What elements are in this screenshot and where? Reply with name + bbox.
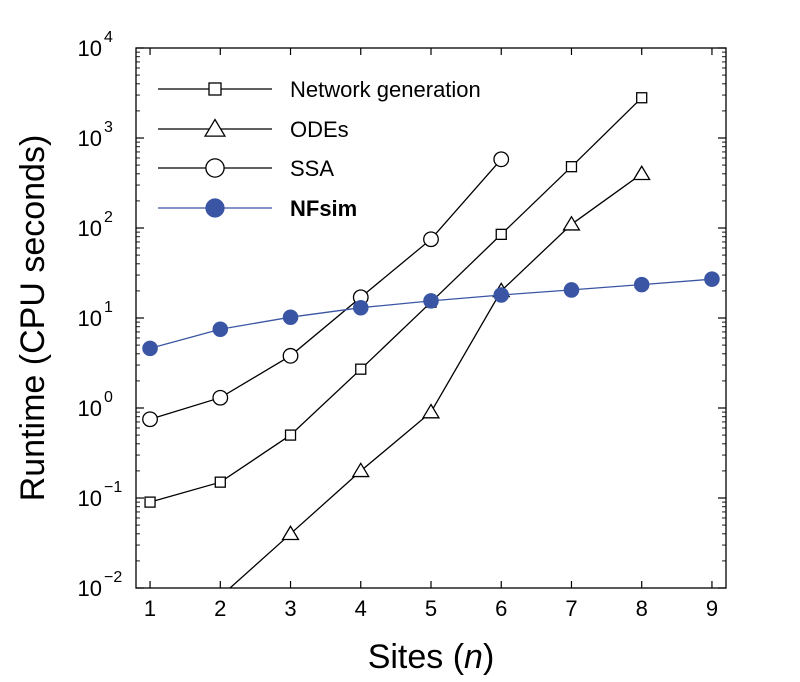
- legend: Network generation ODEs SSA NFsim: [158, 77, 481, 221]
- data-point-nfsim: [212, 321, 229, 338]
- data-point-network-generation: [565, 161, 578, 173]
- legend-marker-odes: [203, 118, 227, 137]
- legend-marker-nfsim: [205, 198, 225, 218]
- data-point-network-generation: [284, 429, 297, 441]
- y-tick-label: 10: [78, 216, 102, 241]
- y-tick-exponent: 0: [104, 389, 113, 406]
- legend-label-odes: ODEs: [290, 117, 349, 142]
- data-point-odes: [562, 215, 581, 231]
- data-point-ssa: [423, 231, 439, 248]
- series-network-generation: [144, 92, 648, 508]
- data-point-ssa: [212, 389, 229, 406]
- data-point-nfsim: [633, 276, 650, 293]
- data-point-ssa: [282, 347, 299, 364]
- data-point-network-generation: [636, 92, 648, 104]
- y-tick-exponent: −1: [104, 479, 122, 496]
- legend-label-nfsim: NFsim: [290, 196, 357, 221]
- data-point-odes: [632, 164, 651, 181]
- data-point-odes: [351, 462, 370, 478]
- x-axis-label: Sites (n): [368, 638, 495, 676]
- x-axis-label-suffix: ): [483, 638, 494, 676]
- data-point-ssa: [493, 151, 510, 168]
- data-point-nfsim: [493, 287, 510, 303]
- x-tick-label: 2: [214, 596, 226, 621]
- series-line-ssa: [149, 158, 502, 420]
- x-tick-label: 6: [495, 596, 507, 621]
- y-tick-label: 10: [78, 126, 102, 151]
- data-point-nfsim: [563, 282, 580, 298]
- x-tick-label: 5: [425, 596, 437, 621]
- data-point-ssa: [142, 411, 158, 428]
- x-tick-label: 4: [355, 596, 367, 621]
- x-tick-label: 9: [706, 596, 718, 621]
- y-tick-exponent: −2: [104, 569, 122, 586]
- data-point-network-generation: [355, 363, 367, 375]
- x-tick-label: 7: [565, 596, 577, 621]
- series-line-nfsim: [149, 278, 713, 350]
- y-tick-label: 10: [78, 396, 102, 421]
- y-tick-exponent: 3: [104, 119, 113, 136]
- legend-marker-network-generation: [208, 82, 222, 96]
- data-point-nfsim: [423, 293, 439, 309]
- x-tick-label: 8: [636, 596, 648, 621]
- data-point-odes: [281, 524, 300, 541]
- series-line-network-generation: [149, 97, 643, 503]
- y-tick-label: 10: [78, 306, 102, 331]
- x-axis-label-var: n: [464, 638, 483, 676]
- data-point-network-generation: [495, 228, 507, 241]
- y-tick-exponent: 1: [104, 299, 113, 316]
- legend-label-ssa: SSA: [290, 156, 334, 181]
- legend-label-network-generation: Network generation: [290, 77, 481, 102]
- series-nfsim: [142, 271, 720, 357]
- legend-marker-ssa: [205, 158, 225, 178]
- data-point-odes: [421, 403, 441, 419]
- data-point-network-generation: [144, 496, 156, 508]
- data-point-nfsim: [282, 309, 299, 326]
- y-tick-exponent: 4: [104, 29, 113, 46]
- data-point-nfsim: [352, 299, 369, 316]
- y-tick-label: 10: [78, 36, 102, 61]
- series-ssa: [142, 151, 510, 428]
- x-tick-label: 1: [144, 596, 156, 621]
- y-tick-label: 10: [78, 486, 102, 511]
- y-axis-label: Runtime (CPU seconds): [14, 135, 52, 502]
- x-axis-label-prefix: Sites (: [368, 638, 465, 676]
- data-point-nfsim: [142, 340, 158, 357]
- data-point-network-generation: [214, 476, 226, 488]
- y-tick-label: 10: [78, 576, 102, 601]
- data-point-nfsim: [704, 271, 720, 287]
- data-series: [142, 92, 720, 588]
- x-tick-label: 3: [284, 596, 296, 621]
- y-tick-exponent: 2: [104, 209, 113, 226]
